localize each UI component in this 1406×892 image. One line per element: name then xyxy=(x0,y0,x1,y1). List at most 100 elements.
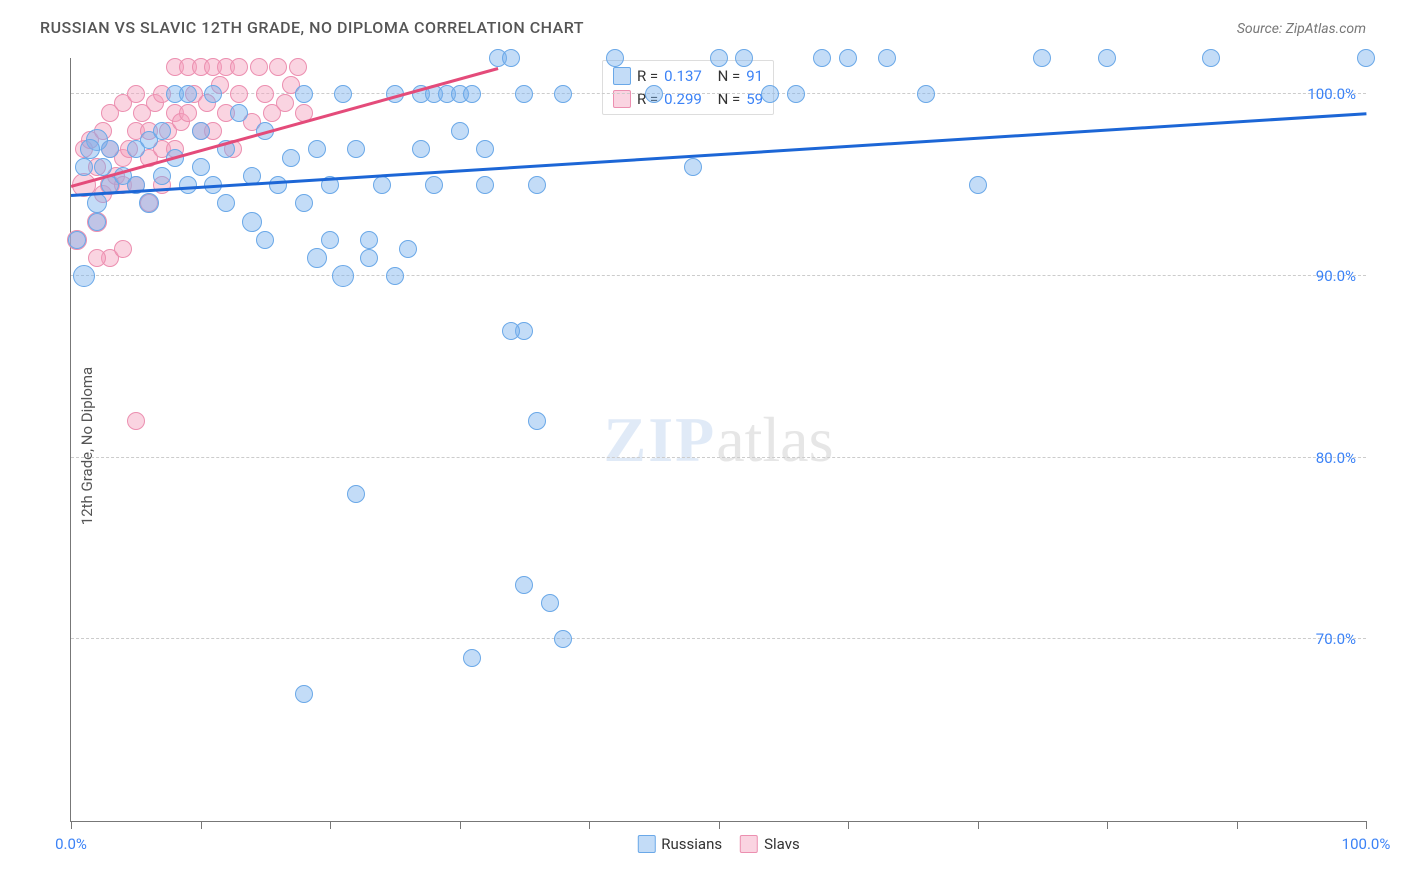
slavs-point xyxy=(276,94,294,112)
slavs-trendline xyxy=(71,67,499,187)
russians-point xyxy=(127,140,145,158)
russians-point xyxy=(307,248,327,268)
russians-point xyxy=(541,594,559,612)
x-tick xyxy=(1366,821,1367,829)
russians-point xyxy=(360,231,378,249)
slavs-point xyxy=(94,122,112,140)
y-tick-label: 80.0% xyxy=(1316,449,1356,467)
n-value-slavs: 59 xyxy=(746,88,763,111)
russians-point xyxy=(684,158,702,176)
russians-point xyxy=(787,85,805,103)
x-tick xyxy=(330,821,331,829)
x-tick-label: 100.0% xyxy=(1342,835,1391,853)
russians-point xyxy=(332,265,354,287)
russians-point xyxy=(515,576,533,594)
slavs-point xyxy=(67,230,87,250)
slavs-point xyxy=(159,122,177,140)
slavs-point xyxy=(140,149,158,167)
russians-point xyxy=(204,85,222,103)
slavs-point xyxy=(192,58,210,76)
slavs-point xyxy=(243,113,261,131)
russians-point xyxy=(269,176,287,194)
russians-point xyxy=(101,140,119,158)
slavs-point xyxy=(100,175,120,195)
russians-point xyxy=(321,231,339,249)
russians-point xyxy=(451,122,469,140)
slavs-point xyxy=(230,85,248,103)
russians-point xyxy=(308,140,326,158)
russians-point xyxy=(554,85,572,103)
russians-point xyxy=(476,176,494,194)
russians-point xyxy=(386,267,404,285)
russians-point xyxy=(139,193,159,213)
x-tick xyxy=(719,821,720,829)
slavs-point xyxy=(140,194,158,212)
correlation-legend: R = 0.137 N = 91 R = 0.299 N = 59 xyxy=(602,60,774,115)
russians-point xyxy=(204,176,222,194)
russians-point xyxy=(425,85,443,103)
slavs-point xyxy=(263,104,281,122)
russians-point xyxy=(425,176,443,194)
russians-point xyxy=(1098,49,1116,67)
slavs-point xyxy=(204,58,222,76)
russians-point xyxy=(217,140,235,158)
russians-point xyxy=(839,49,857,67)
russians-point xyxy=(489,49,507,67)
slavs-point xyxy=(88,249,106,267)
russians-point xyxy=(476,140,494,158)
slavs-point xyxy=(146,94,164,112)
slavs-point xyxy=(179,58,197,76)
gridline xyxy=(71,275,1366,276)
slavs-point xyxy=(153,176,171,194)
watermark-zip: ZIP xyxy=(604,404,717,475)
slavs-point xyxy=(166,58,184,76)
russians-point xyxy=(73,265,95,287)
slavs-point xyxy=(72,173,96,197)
russians-point xyxy=(153,122,171,140)
russians-point xyxy=(179,85,197,103)
russians-point xyxy=(360,249,378,267)
russians-point xyxy=(179,176,197,194)
n-label: N = xyxy=(718,88,741,111)
russians-point xyxy=(295,194,313,212)
x-tick xyxy=(71,821,72,829)
russians-point xyxy=(140,131,158,149)
slavs-point xyxy=(101,249,119,267)
russians-point xyxy=(813,49,831,67)
russians-point xyxy=(295,685,313,703)
russians-point xyxy=(917,85,935,103)
russians-point xyxy=(334,85,352,103)
slavs-point xyxy=(120,140,138,158)
russians-point xyxy=(243,167,261,185)
russians-trendline xyxy=(71,113,1366,197)
russians-point xyxy=(166,85,184,103)
slavs-point xyxy=(269,58,287,76)
russians-point xyxy=(463,85,481,103)
slavs-point xyxy=(127,176,145,194)
slavs-point xyxy=(114,176,132,194)
russians-point xyxy=(321,176,339,194)
russians-point xyxy=(451,85,469,103)
russians-point xyxy=(878,49,896,67)
legend-row-russians: R = 0.137 N = 91 xyxy=(613,65,763,88)
slavs-point xyxy=(127,85,145,103)
r-label: R = xyxy=(637,65,658,88)
legend-row-slavs: R = 0.299 N = 59 xyxy=(613,88,763,111)
slavs-point xyxy=(133,104,151,122)
russians-point xyxy=(1202,49,1220,67)
x-tick xyxy=(460,821,461,829)
slavs-point xyxy=(127,122,145,140)
slavs-point xyxy=(88,158,106,176)
chart-source: Source: ZipAtlas.com xyxy=(1237,21,1366,37)
russians-point xyxy=(88,213,106,231)
slavs-point xyxy=(166,140,184,158)
x-tick xyxy=(1107,821,1108,829)
slavs-point xyxy=(198,94,216,112)
russians-point xyxy=(282,149,300,167)
slavs-point xyxy=(217,104,235,122)
russians-point xyxy=(1033,49,1051,67)
russians-point xyxy=(399,240,417,258)
chart-header: RUSSIAN VS SLAVIC 12TH GRADE, NO DIPLOMA… xyxy=(40,18,1366,37)
russians-point xyxy=(502,322,520,340)
russians-point xyxy=(127,176,145,194)
